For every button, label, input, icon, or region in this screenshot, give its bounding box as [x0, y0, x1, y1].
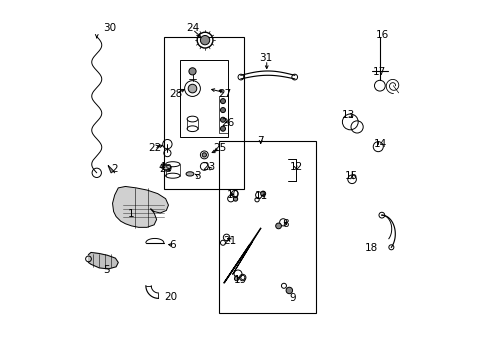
- Text: 12: 12: [289, 162, 303, 172]
- Ellipse shape: [185, 172, 194, 176]
- Text: 3: 3: [194, 171, 201, 181]
- Circle shape: [220, 117, 225, 122]
- Text: 10: 10: [226, 190, 239, 200]
- Circle shape: [220, 99, 225, 104]
- Circle shape: [200, 36, 209, 45]
- Text: 29: 29: [159, 164, 172, 174]
- Circle shape: [188, 68, 196, 75]
- Circle shape: [260, 191, 265, 196]
- Circle shape: [233, 197, 237, 201]
- Circle shape: [202, 153, 206, 157]
- Circle shape: [275, 223, 281, 229]
- Text: 23: 23: [202, 162, 215, 172]
- Bar: [180, 60, 228, 137]
- Polygon shape: [108, 166, 113, 173]
- Text: 18: 18: [365, 243, 378, 253]
- Text: 28: 28: [169, 89, 183, 99]
- Polygon shape: [112, 186, 168, 227]
- Text: 16: 16: [375, 30, 388, 40]
- Text: 20: 20: [164, 292, 177, 302]
- Text: 13: 13: [341, 111, 354, 121]
- Text: 14: 14: [373, 139, 386, 149]
- Text: 11: 11: [255, 191, 268, 201]
- Circle shape: [188, 84, 196, 93]
- Text: 5: 5: [103, 265, 109, 275]
- Text: 30: 30: [103, 23, 116, 33]
- Circle shape: [220, 126, 225, 131]
- Bar: [219, 140, 316, 313]
- Text: 4: 4: [158, 162, 164, 172]
- Text: 31: 31: [259, 53, 272, 63]
- Text: 25: 25: [212, 143, 225, 153]
- Text: 24: 24: [185, 23, 199, 33]
- Circle shape: [234, 276, 238, 281]
- Bar: [163, 37, 244, 189]
- Text: 21: 21: [223, 236, 236, 246]
- Bar: [218, 96, 228, 133]
- Text: 22: 22: [148, 143, 161, 153]
- Text: 17: 17: [371, 67, 385, 77]
- Text: 8: 8: [282, 219, 288, 229]
- Text: 7: 7: [257, 136, 264, 145]
- Polygon shape: [88, 252, 118, 269]
- Circle shape: [220, 108, 225, 113]
- Text: 6: 6: [169, 240, 176, 250]
- Text: 15: 15: [344, 171, 357, 181]
- Text: 2: 2: [111, 164, 118, 174]
- Text: 27: 27: [218, 89, 231, 99]
- Circle shape: [285, 287, 292, 294]
- Text: 1: 1: [128, 209, 135, 219]
- Ellipse shape: [162, 165, 171, 170]
- Polygon shape: [224, 228, 260, 283]
- Text: 19: 19: [233, 275, 246, 285]
- Text: 26: 26: [221, 118, 235, 128]
- Text: 9: 9: [289, 293, 296, 303]
